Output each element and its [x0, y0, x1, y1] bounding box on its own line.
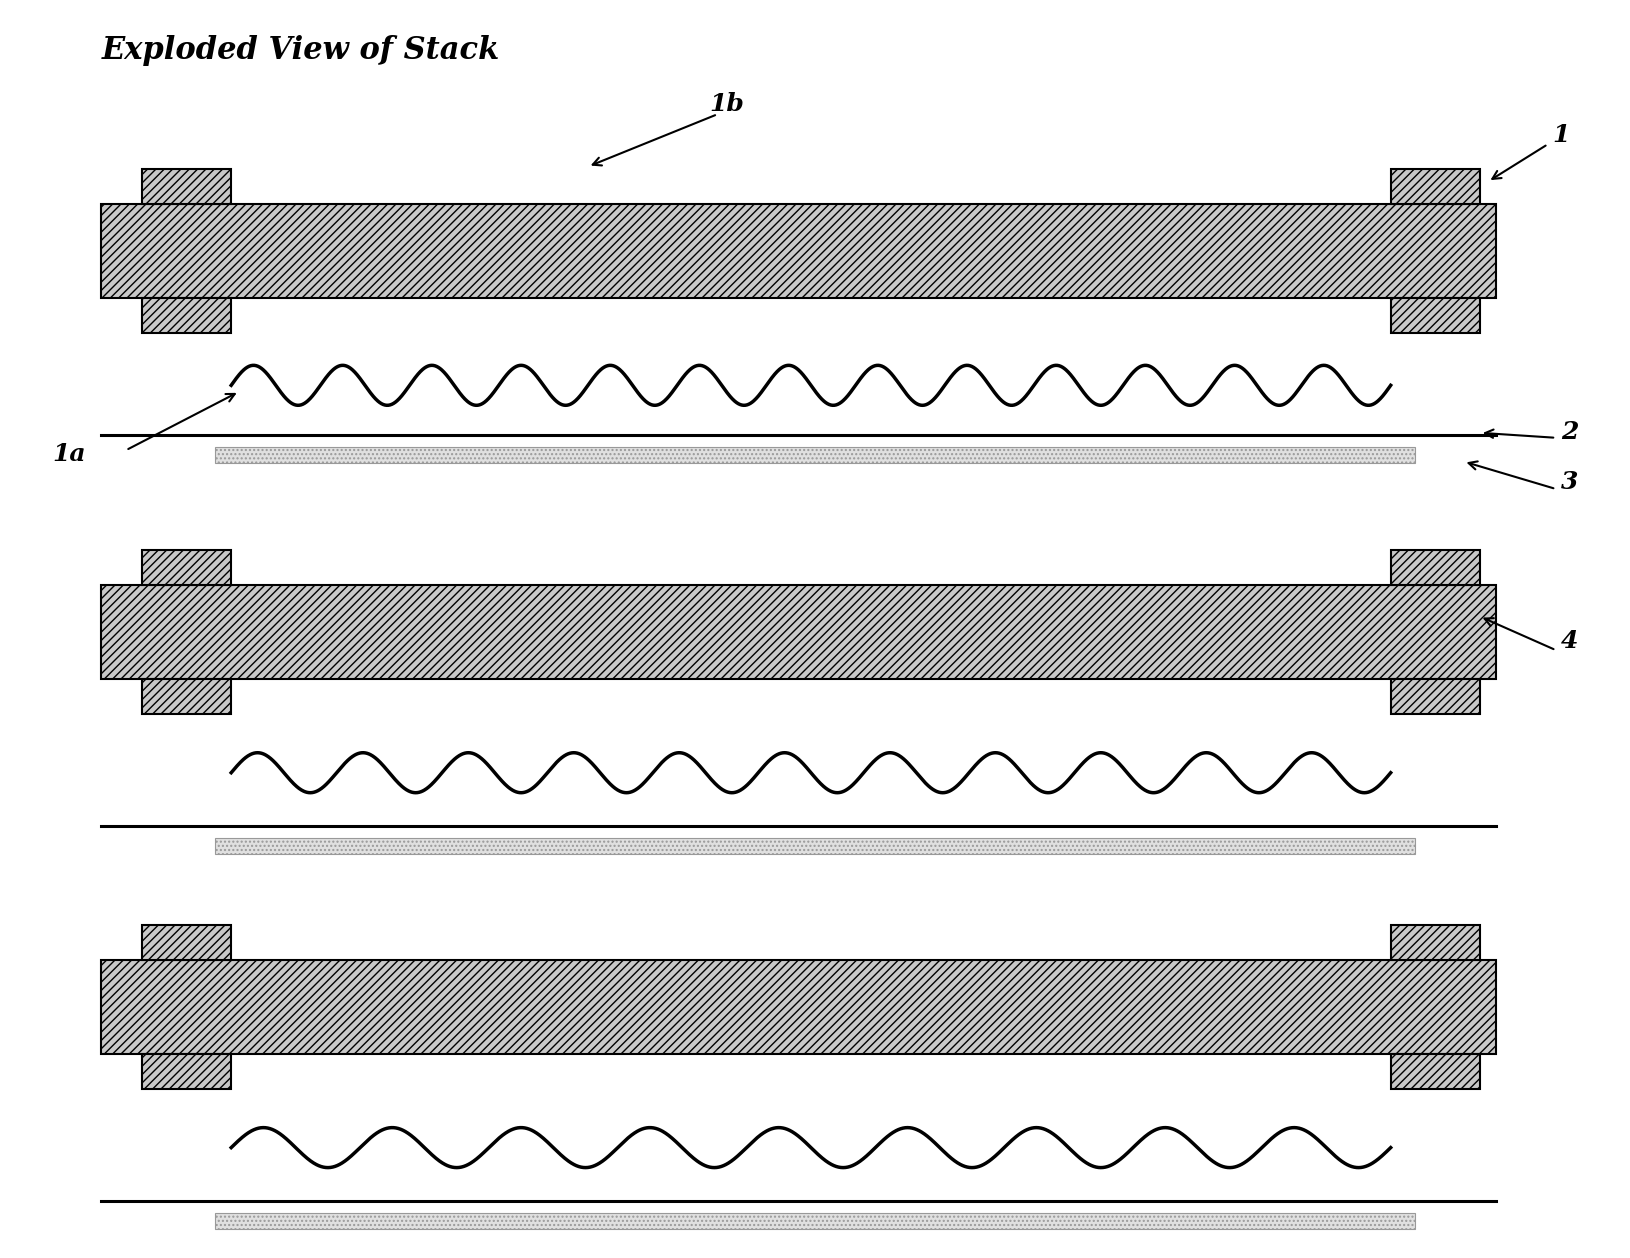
Bar: [142, 679, 231, 715]
Text: 1: 1: [1553, 123, 1570, 147]
Bar: [142, 169, 231, 204]
Bar: [215, 1213, 1415, 1229]
Text: 4: 4: [1562, 629, 1578, 653]
Bar: [1390, 169, 1480, 204]
Bar: [1390, 1054, 1480, 1089]
Bar: [101, 585, 1496, 679]
Text: Exploded View of Stack: Exploded View of Stack: [101, 35, 500, 67]
Bar: [142, 1054, 231, 1089]
Bar: [142, 550, 231, 585]
Bar: [215, 838, 1415, 854]
Bar: [215, 447, 1415, 463]
Bar: [142, 298, 231, 333]
Text: 1a: 1a: [52, 442, 86, 465]
Text: 3: 3: [1562, 469, 1578, 493]
Bar: [142, 925, 231, 960]
Text: 1b: 1b: [709, 92, 745, 116]
Bar: [101, 204, 1496, 298]
Bar: [1390, 679, 1480, 715]
Bar: [1390, 298, 1480, 333]
Text: 2: 2: [1562, 420, 1578, 444]
Bar: [1390, 550, 1480, 585]
Bar: [1390, 925, 1480, 960]
Bar: [101, 960, 1496, 1054]
